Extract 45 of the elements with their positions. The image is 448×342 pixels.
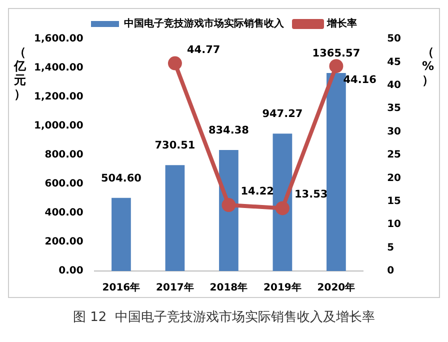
data-label: 504.60 [100, 172, 142, 184]
point [275, 201, 290, 216]
y-tick-label: 0.00 [58, 266, 84, 277]
x-tick-label: 2017年 [156, 282, 194, 294]
y-tick-label: 1,200.00 [34, 92, 84, 103]
y-axis-title: （亿元） [13, 45, 27, 101]
y-tick-label: 1,600.00 [34, 34, 84, 45]
y2-tick-label: 25 [387, 150, 402, 161]
data-label: 834.38 [208, 124, 249, 136]
data-label: 947.27 [262, 108, 303, 120]
caption: 图 12 中国电子竞技游戏市场实际销售收入及增长率 [72, 309, 376, 326]
x-tick-label: 2018年 [210, 282, 248, 294]
data-label: 1365.57 [312, 47, 360, 60]
x-tick-label: 2020年 [317, 282, 356, 294]
data-label: 730.51 [154, 140, 196, 152]
legend-label: 增长率 [326, 18, 357, 30]
x-tick-label: 2019年 [264, 282, 302, 294]
y-tick-label: 400.00 [44, 208, 84, 219]
bar [272, 134, 292, 271]
y-tick-label: 600.00 [44, 178, 84, 190]
y2-tick-label: 40 [387, 80, 402, 91]
x-tick-label: 2016年 [102, 282, 140, 294]
y-tick-label: 200.00 [44, 236, 84, 248]
y2-tick-label: 30 [387, 126, 402, 138]
bar [165, 165, 185, 271]
bar [112, 198, 131, 271]
y2-tick-label: 15 [387, 196, 402, 207]
y2-tick-label: 50 [387, 34, 402, 45]
y2-axis-title: （%） [421, 45, 435, 87]
legend-label: 中国电子竞技游戏市场实际销售收入 [124, 18, 285, 30]
y2-tick-label: 0 [387, 266, 394, 277]
y2-tick-label: 35 [387, 103, 402, 114]
y-tick-label: 1,400.00 [34, 62, 84, 74]
y2-tick-label: 10 [387, 219, 402, 230]
point [168, 56, 182, 70]
y2-tick-label: 45 [387, 56, 402, 68]
y2-tick-label: 20 [387, 172, 402, 184]
data-label: 44.77 [186, 44, 220, 56]
point [222, 198, 236, 212]
bar [219, 150, 238, 271]
y2-tick-label: 5 [387, 242, 394, 254]
data-label: 14.22 [240, 186, 274, 198]
y-tick-label: 800.00 [44, 150, 84, 161]
y-tick-label: 1,000.00 [34, 120, 84, 132]
point [329, 59, 344, 74]
